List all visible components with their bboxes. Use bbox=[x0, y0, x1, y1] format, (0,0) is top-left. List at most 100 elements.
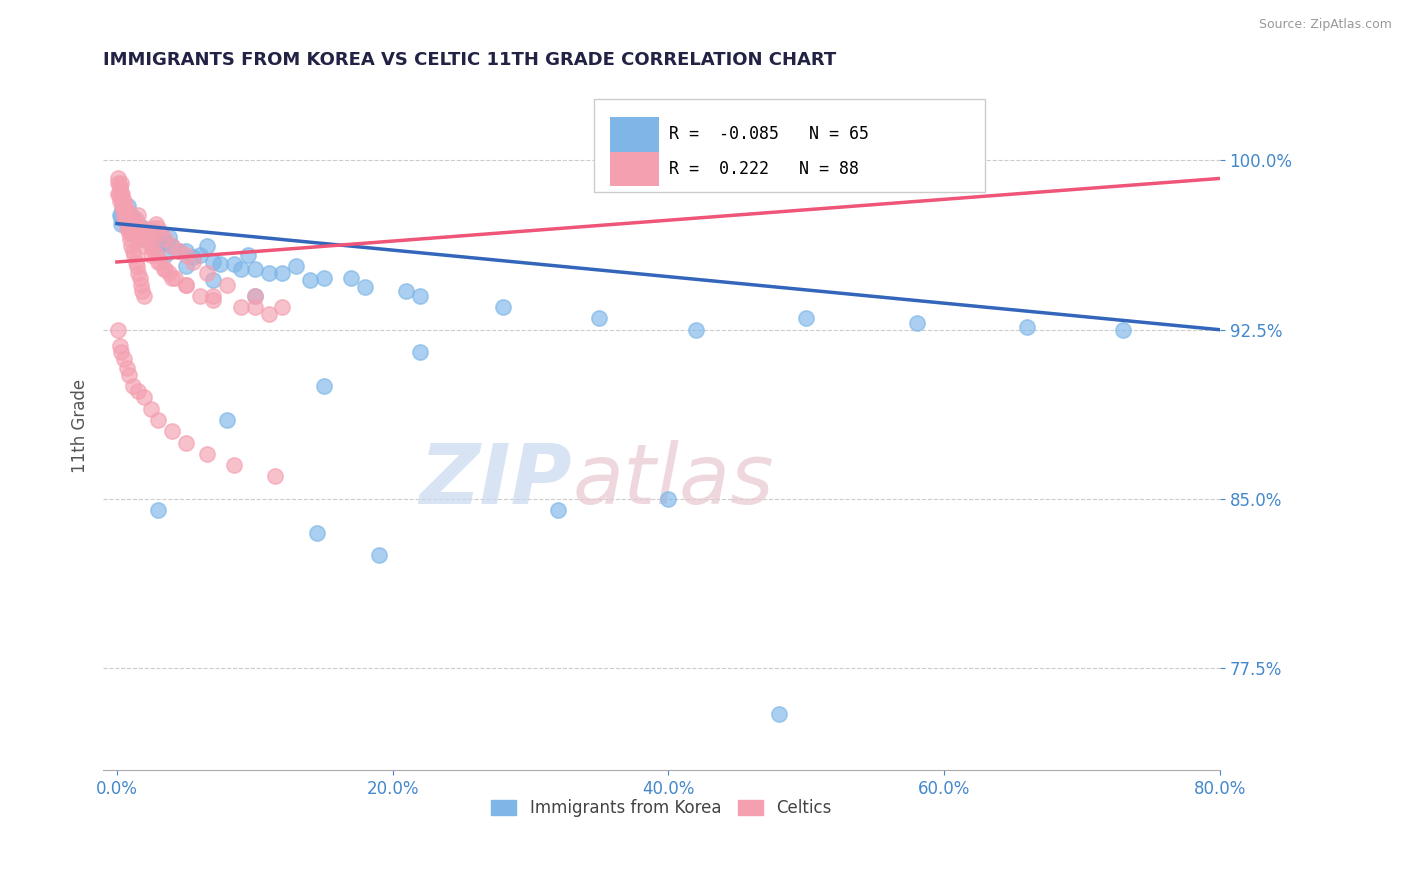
Point bbox=[121, 221, 143, 235]
Point bbox=[141, 239, 163, 253]
Point bbox=[132, 289, 155, 303]
FancyBboxPatch shape bbox=[595, 98, 986, 192]
Point bbox=[257, 266, 280, 280]
Point bbox=[117, 198, 139, 212]
Point bbox=[124, 255, 146, 269]
Point bbox=[149, 255, 172, 269]
Point bbox=[122, 248, 145, 262]
Text: R =  0.222   N = 88: R = 0.222 N = 88 bbox=[669, 160, 859, 178]
Text: R =  -0.085   N = 65: R = -0.085 N = 65 bbox=[669, 126, 869, 144]
Point bbox=[236, 248, 259, 262]
Point bbox=[153, 235, 176, 249]
Point bbox=[129, 226, 152, 240]
Point bbox=[112, 198, 135, 212]
Point bbox=[108, 180, 131, 194]
Point bbox=[121, 214, 143, 228]
Point bbox=[148, 503, 170, 517]
Point bbox=[163, 270, 186, 285]
Point bbox=[128, 270, 150, 285]
Point bbox=[108, 187, 131, 202]
Point bbox=[120, 226, 142, 240]
Point bbox=[146, 248, 169, 262]
Point bbox=[150, 236, 173, 251]
Point bbox=[354, 280, 377, 294]
Point bbox=[141, 248, 163, 262]
Point bbox=[134, 227, 156, 242]
Point bbox=[111, 202, 134, 217]
Point bbox=[115, 210, 138, 224]
Point bbox=[118, 368, 141, 382]
Point bbox=[125, 212, 148, 227]
Text: Source: ZipAtlas.com: Source: ZipAtlas.com bbox=[1258, 18, 1392, 31]
Point bbox=[112, 202, 135, 217]
Point bbox=[367, 549, 389, 563]
Text: IMMIGRANTS FROM KOREA VS CELTIC 11TH GRADE CORRELATION CHART: IMMIGRANTS FROM KOREA VS CELTIC 11TH GRA… bbox=[103, 51, 837, 69]
Point bbox=[117, 221, 139, 235]
Point bbox=[409, 289, 432, 303]
Point bbox=[121, 244, 143, 258]
Point bbox=[127, 384, 149, 398]
Point bbox=[217, 277, 239, 292]
Point bbox=[120, 208, 142, 222]
Point bbox=[136, 226, 159, 240]
Point bbox=[111, 194, 134, 208]
Point bbox=[157, 266, 180, 280]
Point bbox=[657, 491, 679, 506]
Point bbox=[110, 217, 132, 231]
Point bbox=[128, 219, 150, 233]
Point bbox=[131, 221, 153, 235]
Point bbox=[285, 260, 308, 274]
Point bbox=[195, 266, 218, 280]
Text: atlas: atlas bbox=[572, 441, 773, 521]
Point bbox=[112, 352, 135, 367]
Point bbox=[209, 257, 232, 271]
Point bbox=[271, 266, 294, 280]
Point bbox=[157, 230, 180, 244]
Point bbox=[167, 244, 190, 258]
Point bbox=[127, 266, 149, 280]
Point bbox=[111, 187, 134, 202]
Point bbox=[117, 226, 139, 240]
Point bbox=[139, 226, 162, 240]
Point bbox=[107, 171, 129, 186]
Text: ZIP: ZIP bbox=[419, 441, 572, 521]
Point bbox=[141, 401, 163, 416]
Point bbox=[132, 232, 155, 246]
Point bbox=[202, 273, 225, 287]
Point bbox=[409, 345, 432, 359]
Point bbox=[271, 300, 294, 314]
Point bbox=[152, 261, 174, 276]
Point bbox=[905, 316, 928, 330]
Point bbox=[142, 239, 165, 253]
Point bbox=[202, 293, 225, 308]
Point bbox=[127, 217, 149, 231]
Point bbox=[110, 194, 132, 208]
Point bbox=[136, 232, 159, 246]
Point bbox=[224, 458, 246, 473]
Point bbox=[217, 413, 239, 427]
Point bbox=[174, 277, 197, 292]
Point bbox=[160, 425, 183, 439]
Point bbox=[174, 248, 197, 262]
Point bbox=[134, 239, 156, 253]
Point bbox=[129, 223, 152, 237]
Point bbox=[117, 214, 139, 228]
Point bbox=[115, 361, 138, 376]
Point bbox=[114, 202, 136, 217]
Point bbox=[167, 244, 190, 258]
Point bbox=[195, 239, 218, 253]
Point bbox=[125, 219, 148, 233]
Point bbox=[114, 210, 136, 224]
Point bbox=[134, 391, 156, 405]
Point bbox=[181, 255, 204, 269]
Point bbox=[115, 214, 138, 228]
Point bbox=[108, 208, 131, 222]
Point bbox=[153, 232, 176, 246]
Point bbox=[160, 239, 183, 253]
Point bbox=[118, 232, 141, 246]
Point bbox=[107, 323, 129, 337]
Point bbox=[127, 232, 149, 246]
Point bbox=[142, 221, 165, 235]
Point bbox=[125, 260, 148, 274]
Point bbox=[188, 248, 211, 262]
